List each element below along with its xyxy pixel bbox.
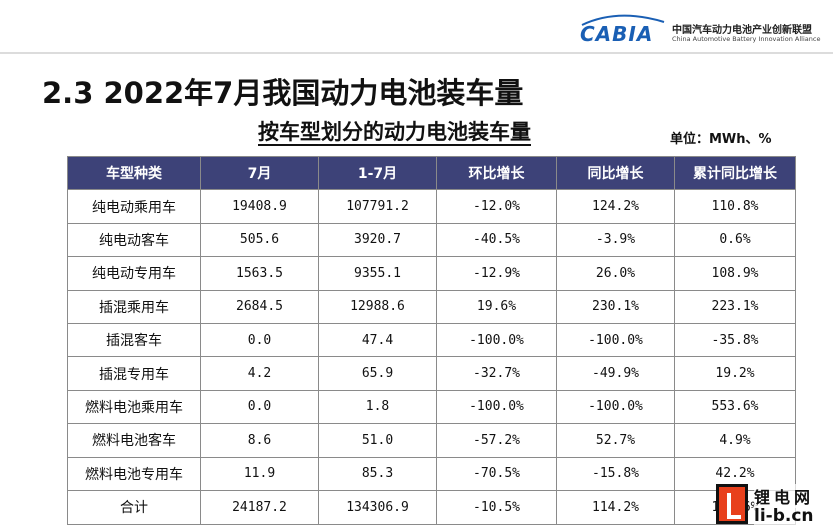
- value-cell: -10.5%: [436, 489, 557, 525]
- li-b-watermark: 锂电网 li-b.cn: [716, 484, 833, 530]
- value-cell: 107791.2: [318, 189, 437, 224]
- value-cell: -70.5%: [436, 456, 557, 491]
- column-header: 同比增长: [556, 155, 675, 191]
- value-cell: 19.6%: [436, 289, 557, 324]
- value-cell: -49.9%: [556, 356, 675, 391]
- table-row: 燃料电池专用车 11.9 85.3 -70.5% -15.8% 42.2%: [67, 456, 796, 491]
- value-cell: 1563.5: [200, 256, 319, 291]
- header-divider: [0, 52, 833, 54]
- row-category-cell: 插混专用车: [67, 356, 201, 391]
- table-row: 纯电动专用车 1563.5 9355.1 -12.9% 26.0% 108.9%: [67, 256, 796, 291]
- watermark-logo-icon: [716, 484, 748, 524]
- value-cell: 85.3: [318, 456, 437, 491]
- value-cell: 26.0%: [556, 256, 675, 291]
- value-cell: -40.5%: [436, 222, 557, 258]
- logo-chinese-name: 中国汽车动力电池产业创新联盟: [672, 25, 812, 36]
- value-cell: 47.4: [318, 322, 437, 358]
- value-cell: -3.9%: [556, 222, 675, 258]
- table-header-row: 车型种类 7月 1-7月 环比增长 同比增长 累计同比增长: [67, 155, 796, 191]
- column-header: 1-7月: [318, 155, 437, 191]
- logo-english-name: China Automotive Battery Innovation Alli…: [672, 35, 821, 43]
- value-cell: 52.7%: [556, 423, 675, 458]
- table-row: 燃料电池乘用车 0.0 1.8 -100.0% -100.0% 553.6%: [67, 389, 796, 425]
- value-cell: 108.9%: [674, 256, 796, 291]
- value-cell: 8.6: [200, 423, 319, 458]
- logo-wordmark: CABIA: [580, 22, 654, 46]
- value-cell: 2684.5: [200, 289, 319, 324]
- value-cell: 230.1%: [556, 289, 675, 324]
- value-cell: -35.8%: [674, 322, 796, 358]
- value-cell: 3920.7: [318, 222, 437, 258]
- value-cell: 1.8: [318, 389, 437, 425]
- value-cell: 0.0: [200, 322, 319, 358]
- value-cell: 0.6%: [674, 222, 796, 258]
- value-cell: -12.9%: [436, 256, 557, 291]
- row-category-cell: 插混乘用车: [67, 289, 201, 324]
- table-row: 插混客车 0.0 47.4 -100.0% -100.0% -35.8%: [67, 322, 796, 358]
- value-cell: 9355.1: [318, 256, 437, 291]
- value-cell: 65.9: [318, 356, 437, 391]
- value-cell: 4.9%: [674, 423, 796, 458]
- row-category-cell: 燃料电池客车: [67, 423, 201, 458]
- value-cell: 505.6: [200, 222, 319, 258]
- value-cell: 223.1%: [674, 289, 796, 324]
- value-cell: 51.0: [318, 423, 437, 458]
- column-header: 车型种类: [67, 155, 201, 191]
- value-cell: -100.0%: [436, 389, 557, 425]
- value-cell: 4.2: [200, 356, 319, 391]
- row-category-cell: 合计: [67, 489, 201, 525]
- value-cell: 124.2%: [556, 189, 675, 224]
- column-header: 7月: [200, 155, 319, 191]
- value-cell: 114.2%: [556, 489, 675, 525]
- column-header: 累计同比增长: [674, 155, 796, 191]
- table-body: 纯电动乘用车 19408.9 107791.2 -12.0% 124.2% 110.8% 纯…: [67, 189, 796, 525]
- row-category-cell: 纯电动专用车: [67, 256, 201, 291]
- value-cell: 12988.6: [318, 289, 437, 324]
- value-cell: 19.2%: [674, 356, 796, 391]
- value-cell: 0.0: [200, 389, 319, 425]
- table-row: 燃料电池客车 8.6 51.0 -57.2% 52.7% 4.9%: [67, 423, 796, 458]
- table-row: 纯电动客车 505.6 3920.7 -40.5% -3.9% 0.6%: [67, 222, 796, 258]
- row-category-cell: 燃料电池乘用车: [67, 389, 201, 425]
- table-title: 按车型划分的动力电池装车量: [258, 120, 531, 146]
- watermark-chinese: 锂电网: [754, 484, 815, 508]
- watermark-domain: li-b.cn: [754, 506, 814, 526]
- table-row: 纯电动乘用车 19408.9 107791.2 -12.0% 124.2% 110.8%: [67, 189, 796, 224]
- value-cell: 134306.9: [318, 489, 437, 525]
- value-cell: -57.2%: [436, 423, 557, 458]
- value-cell: -15.8%: [556, 456, 675, 491]
- unit-label: 单位：MWh、%: [670, 132, 772, 147]
- column-header: 环比增长: [436, 155, 557, 191]
- row-category-cell: 纯电动客车: [67, 222, 201, 258]
- table-row: 插混专用车 4.2 65.9 -32.7% -49.9% 19.2%: [67, 356, 796, 391]
- section-title: 2.3 2022年7月我国动力电池装车量: [42, 76, 524, 110]
- battery-installation-table: 车型种类 7月 1-7月 环比增长 同比增长 累计同比增长 纯电动乘用车 1940…: [67, 155, 796, 525]
- table-row: 插混乘用车 2684.5 12988.6 19.6% 230.1% 223.1%: [67, 289, 796, 324]
- value-cell: 19408.9: [200, 189, 319, 224]
- value-cell: 553.6%: [674, 389, 796, 425]
- row-category-cell: 纯电动乘用车: [67, 189, 201, 224]
- logo-arc-icon: [581, 14, 665, 26]
- value-cell: -32.7%: [436, 356, 557, 391]
- value-cell: -100.0%: [556, 322, 675, 358]
- value-cell: 11.9: [200, 456, 319, 491]
- value-cell: 24187.2: [200, 489, 319, 525]
- row-category-cell: 燃料电池专用车: [67, 456, 201, 491]
- row-category-cell: 插混客车: [67, 322, 201, 358]
- value-cell: -100.0%: [556, 389, 675, 425]
- value-cell: -100.0%: [436, 322, 557, 358]
- value-cell: 110.8%: [674, 189, 796, 224]
- value-cell: -12.0%: [436, 189, 557, 224]
